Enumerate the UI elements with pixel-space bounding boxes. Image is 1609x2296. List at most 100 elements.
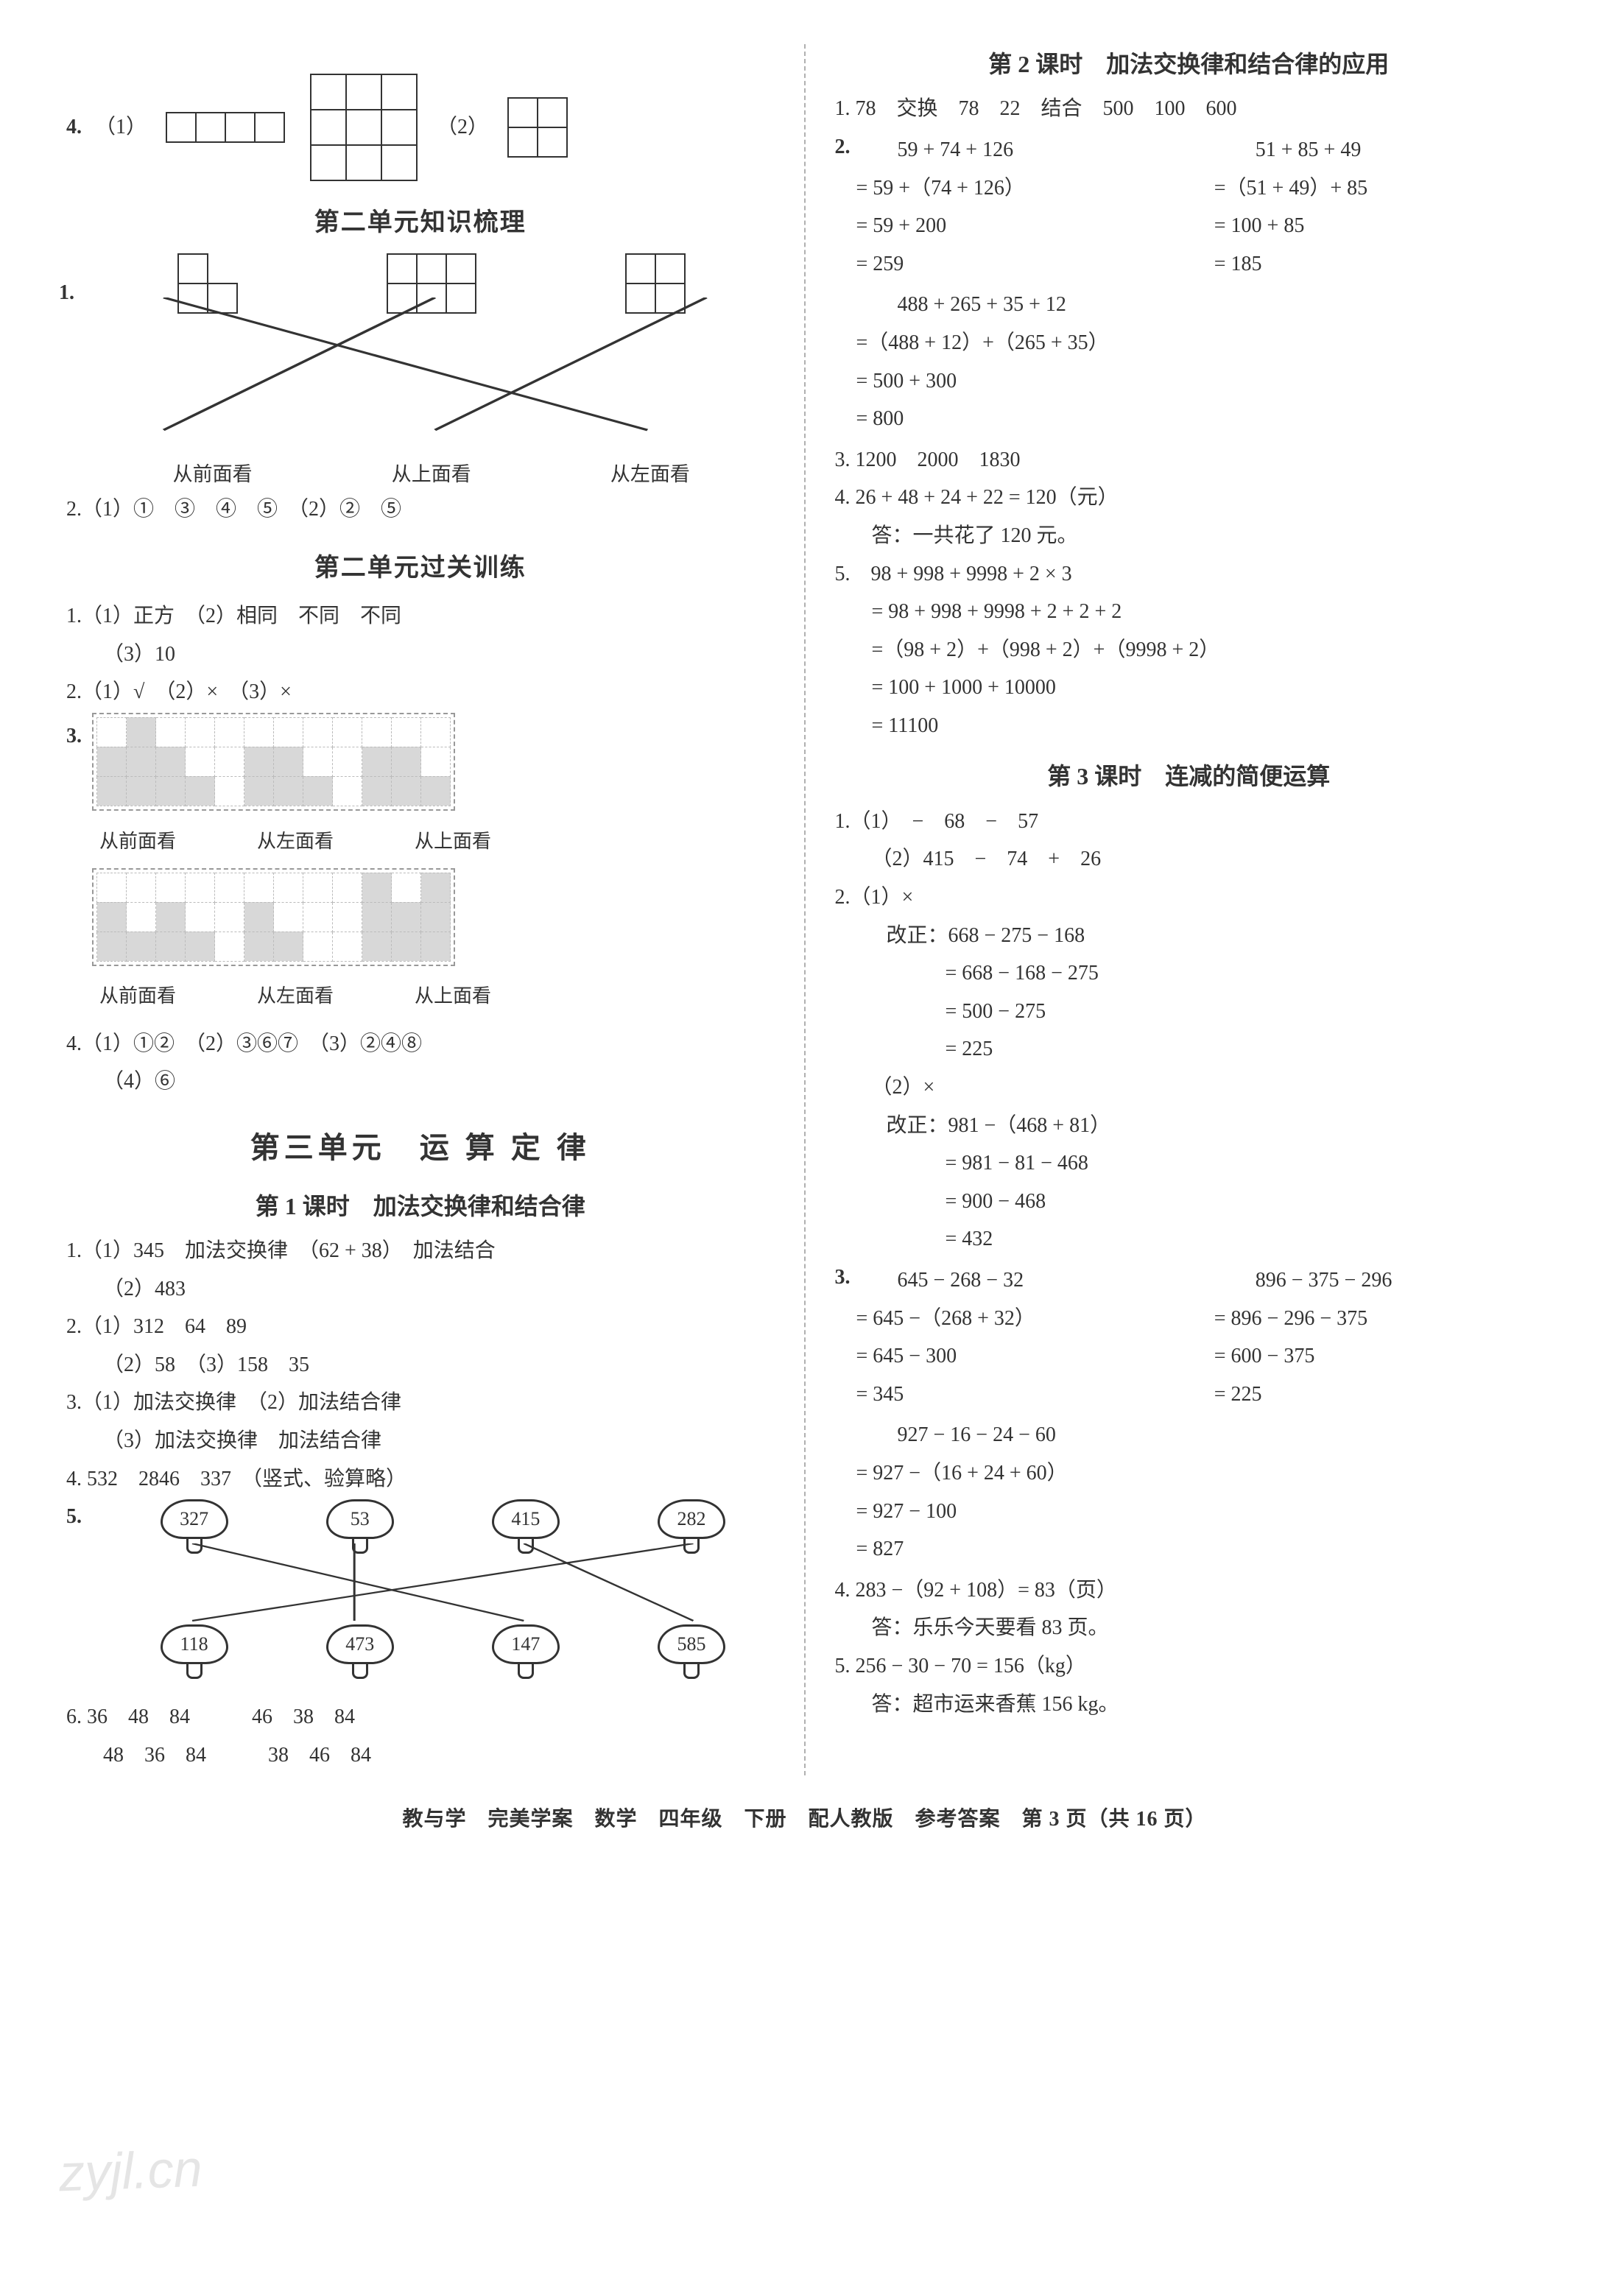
mushroom: 585 xyxy=(658,1624,725,1679)
l3-q2a: 2.（1）× xyxy=(835,880,1543,915)
u2-review-q1: 1. 从前面看 从上面看 从左面看 xyxy=(66,253,775,489)
u2t-q4b: （4）⑥ xyxy=(66,1064,775,1099)
calc-line: = 185 xyxy=(1214,247,1543,282)
u2t-q3-row: 3. 从前面看 从左面看 从上面看 从前面看 从左面看 从上面看 xyxy=(66,713,775,1024)
u2-review-q2: 2.（1）① ③ ④ ⑤ （2）② ⑤ xyxy=(66,492,775,527)
u3-q6r2: 48 36 84 38 46 84 xyxy=(66,1738,775,1773)
u2t-q1b: （3）10 xyxy=(66,637,775,672)
calc-line: = 225 xyxy=(1214,1377,1543,1412)
l2-q2-num: 2. xyxy=(835,130,851,440)
l3-q4b: 答：乐乐今天要看 83 页。 xyxy=(835,1610,1543,1646)
match-lbl-1: 从前面看 xyxy=(173,458,253,492)
match-lbl-3: 从左面看 xyxy=(610,458,690,492)
match-lbl-2: 从上面看 xyxy=(392,458,471,492)
g2-l2: 从左面看 xyxy=(257,980,334,1013)
u3-q6r1: 6. 36 48 84 46 38 84 xyxy=(66,1700,775,1735)
g1-l1: 从前面看 xyxy=(99,825,176,858)
right-column: 第 2 课时 加法交换律和结合律的应用 1. 78 交换 78 22 结合 50… xyxy=(835,44,1543,1775)
l3-q3-extra: 927 − 16 − 24 − 60= 927 −（16 + 24 + 60）=… xyxy=(856,1418,1543,1566)
grid1-labels: 从前面看 从左面看 从上面看 xyxy=(99,825,491,858)
l2-q3: 3. 1200 2000 1830 xyxy=(835,443,1543,478)
l2-q4a: 4. 26 + 48 + 24 + 22 = 120（元） xyxy=(835,480,1543,515)
l3-q3-wrap: 3. 645 − 268 − 32= 645 −（268 + 32）= 645 … xyxy=(835,1260,1543,1570)
calc-line: = 500 − 275 xyxy=(887,994,1543,1029)
l3-calc-two: 645 − 268 − 32= 645 −（268 + 32）= 645 − 3… xyxy=(856,1260,1543,1415)
mushroom: 118 xyxy=(161,1624,228,1679)
mush-bot-row: 118473147585 xyxy=(111,1624,775,1679)
calc-line: 5. 98 + 998 + 9998 + 2 × 3 xyxy=(835,557,1543,592)
l3-q5a: 5. 256 − 30 − 70 = 156（kg） xyxy=(835,1649,1543,1684)
calc-line: = 800 xyxy=(856,401,1543,437)
u3-q1a: 1.（1）345 加法交换律 （62 + 38） 加法结合 xyxy=(66,1233,775,1269)
q4-num: 4. xyxy=(66,110,82,145)
l2-q5: 5. 98 + 998 + 9998 + 2 × 3= 98 + 998 + 9… xyxy=(835,557,1543,744)
g2-l1: 从前面看 xyxy=(99,980,176,1013)
calc-line: = 432 xyxy=(887,1222,1543,1257)
u2t-q2: 2.（1）√ （2）× （3）× xyxy=(66,675,775,710)
u3-q5-row: 5. 32753415282 118473147585 xyxy=(66,1499,775,1691)
calc-line: = 927 − 100 xyxy=(856,1494,1543,1529)
calc-line: = 500 + 300 xyxy=(856,364,1543,399)
calc-line: = 981 − 81 − 468 xyxy=(887,1146,1543,1181)
calc-line: =（98 + 2）+（998 + 2）+（9998 + 2） xyxy=(835,633,1543,668)
l3-q5b: 答：超市运来香蕉 156 kg。 xyxy=(835,1687,1543,1722)
dotgrid-1 xyxy=(92,713,455,811)
g2-l3: 从上面看 xyxy=(415,980,491,1013)
u3-q4: 4. 532 2846 337 （竖式、验算略） xyxy=(66,1462,775,1497)
u3-title: 第三单元 运 算 定 律 xyxy=(66,1123,775,1173)
u3-q3b: （3）加法交换律 加法结合律 xyxy=(66,1423,775,1459)
mushroom: 147 xyxy=(492,1624,560,1679)
calc-line: = 98 + 998 + 9998 + 2 + 2 + 2 xyxy=(835,594,1543,630)
l3-q2a-fix: 改正：668 − 275 − 168= 668 − 168 − 275= 500… xyxy=(835,918,1543,1067)
mushroom-wrap: 32753415282 118473147585 xyxy=(111,1499,775,1691)
calc-line: 改正：981 −（468 + 81） xyxy=(887,1108,1543,1144)
u3-q1b: （2）483 xyxy=(66,1272,775,1307)
calc-line: = 668 − 168 − 275 xyxy=(887,956,1543,991)
u2t-q3-grids: 从前面看 从左面看 从上面看 从前面看 从左面看 从上面看 xyxy=(92,713,491,1024)
l3-q1a: 1.（1） − 68 − 57 xyxy=(835,804,1543,839)
q4-part1: （1） xyxy=(95,110,147,145)
l3-q1b: （2）415 − 74 + 26 xyxy=(835,842,1543,877)
u2t-q4a: 4.（1）①② （2）③⑥⑦ （3）②④⑧ xyxy=(66,1026,775,1062)
u2t-q3-num: 3. xyxy=(66,713,82,754)
u2-review-title: 第二单元知识梳理 xyxy=(66,202,775,244)
q4-fig3 xyxy=(507,97,568,158)
calc-line: =（51 + 49）+ 85 xyxy=(1214,171,1543,206)
l3-q4a: 4. 283 −（92 + 108）= 83（页） xyxy=(835,1573,1543,1608)
q4-row: 4. （1） （2） xyxy=(66,74,775,181)
u3-l1-title: 第 1 课时 加法交换律和结合律 xyxy=(66,1186,775,1226)
l2-b1-right: 51 + 85 + 49=（51 + 49）+ 85= 100 + 85= 18… xyxy=(1214,130,1543,284)
dotgrid-2 xyxy=(92,868,455,966)
l2-b1-left: 59 + 74 + 126= 59 +（74 + 126）= 59 + 200=… xyxy=(856,130,1185,284)
mush-lines-svg xyxy=(111,1543,775,1632)
match-bottom-labels: 从前面看 从上面看 从左面看 xyxy=(103,458,760,492)
calc-line: = 11100 xyxy=(835,708,1543,744)
u2t-q1a: 1.（1）正方 （2）相同 不同 不同 xyxy=(66,599,775,634)
column-divider xyxy=(804,44,806,1775)
l3-q3-body: 645 − 268 − 32= 645 −（268 + 32）= 645 − 3… xyxy=(856,1260,1543,1570)
l2-q2-body: 59 + 74 + 126= 59 +（74 + 126）= 59 + 200=… xyxy=(856,130,1543,440)
l3-q2b: （2）× xyxy=(835,1070,1543,1105)
q4-fig2 xyxy=(310,74,418,181)
q4-part2: （2） xyxy=(437,110,488,145)
g1-l2: 从左面看 xyxy=(257,825,334,858)
l2-q4b: 答：一共花了 120 元。 xyxy=(835,518,1543,554)
calc-line: = 225 xyxy=(887,1032,1543,1067)
calc-line: = 345 xyxy=(856,1377,1185,1412)
l2-q2-wrap: 2. 59 + 74 + 126= 59 +（74 + 126）= 59 + 2… xyxy=(835,130,1543,440)
calc-line: = 100 + 85 xyxy=(1214,208,1543,244)
calc-line: = 896 − 296 − 375 xyxy=(1214,1301,1543,1337)
l3-q3-num: 3. xyxy=(835,1260,851,1570)
page-columns: 4. （1） （2） 第二单元知识梳理 1. xyxy=(66,44,1543,1775)
q4-fig1 xyxy=(166,112,285,143)
l3-q3-left: 645 − 268 − 32= 645 −（268 + 32）= 645 − 3… xyxy=(856,1260,1185,1415)
calc-line: = 645 − 300 xyxy=(856,1339,1185,1374)
page-footer: 教与学 完美学案 数学 四年级 下册 配人教版 参考答案 第 3 页（共 16 … xyxy=(66,1802,1543,1837)
calc-line: 51 + 85 + 49 xyxy=(1214,133,1543,168)
l3-title: 第 3 课时 连减的简便运算 xyxy=(835,756,1543,796)
u3-q2a: 2.（1）312 64 89 xyxy=(66,1309,775,1345)
grid2-labels: 从前面看 从左面看 从上面看 xyxy=(99,980,491,1013)
calc-line: = 927 −（16 + 24 + 60） xyxy=(856,1456,1543,1491)
u3-q2b: （2）58 （3）158 35 xyxy=(66,1348,775,1383)
calc-line: = 645 −（268 + 32） xyxy=(856,1301,1185,1337)
